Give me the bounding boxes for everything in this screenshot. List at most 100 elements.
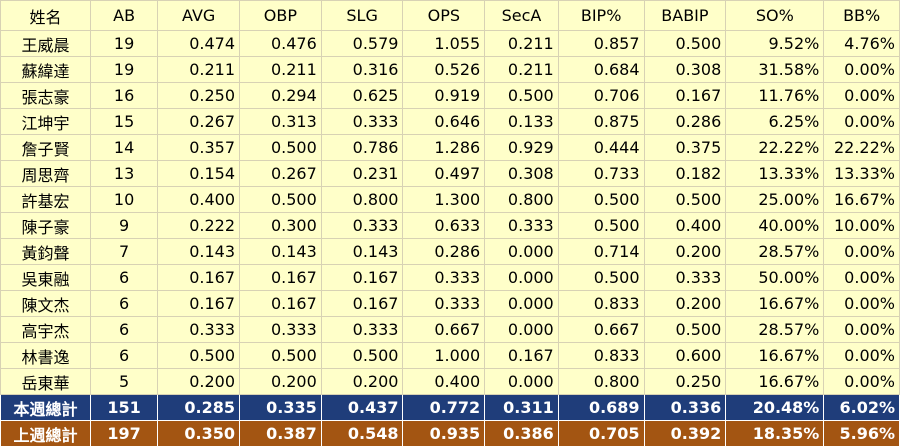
cell-ab: 7 [89,238,159,265]
cell-so: 13.33% [725,160,825,187]
table-row: 張志豪 16 0.250 0.294 0.625 0.919 0.500 0.706 0.167… [0,82,900,109]
cell-bip: 0.684 [557,56,645,83]
total-name: 本週總計 [0,394,91,421]
cell-ops: 0.919 [402,82,486,109]
table-row: 蘇緯達 19 0.211 0.211 0.316 0.526 0.211 0.684 0.308… [0,56,900,83]
cell-ops: 0.286 [402,238,486,265]
cell-slg: 0.800 [320,186,404,213]
table-row: 許基宏 10 0.400 0.500 0.800 1.300 0.800 0.500 0.500… [0,186,900,213]
cell-name: 高宇杰 [0,316,91,343]
cell-babip: 0.250 [643,368,727,395]
cell-so: 25.00% [725,186,825,213]
cell-ab: 16 [89,82,159,109]
total-ab: 197 [89,420,159,447]
table-row: 吳東融 6 0.167 0.167 0.167 0.333 0.000 0.500 0.333 5… [0,264,900,291]
cell-babip: 0.400 [643,212,727,239]
cell-slg: 0.500 [320,342,404,369]
cell-bip: 0.833 [557,290,645,317]
cell-bb: 0.00% [823,342,900,369]
cell-bip: 0.875 [557,108,645,135]
cell-seca: 0.211 [484,30,559,57]
cell-bip: 0.714 [557,238,645,265]
cell-name: 陳文杰 [0,290,91,317]
cell-ab: 19 [89,56,159,83]
cell-ops: 1.300 [402,186,486,213]
cell-slg: 0.579 [320,30,404,57]
cell-babip: 0.200 [643,238,727,265]
cell-obp: 0.294 [239,82,322,109]
cell-obp: 0.500 [239,186,322,213]
player-rows: 王威晨 19 0.474 0.476 0.579 1.055 0.211 0.857 0.500… [0,30,900,395]
cell-babip: 0.167 [643,82,727,109]
cell-name: 岳東華 [0,368,91,395]
header-bb: BB% [823,0,900,31]
cell-ab: 10 [89,186,159,213]
total-bb: 6.02% [823,394,900,421]
cell-ab: 9 [89,212,159,239]
header-so: SO% [725,0,825,31]
cell-so: 31.58% [725,56,825,83]
cell-slg: 0.333 [320,212,404,239]
cell-obp: 0.476 [239,30,322,57]
cell-ab: 14 [89,134,159,161]
cell-bb: 13.33% [823,160,900,187]
cell-bip: 0.667 [557,316,645,343]
table-row: 周思齊 13 0.154 0.267 0.231 0.497 0.308 0.733 0.182… [0,160,900,187]
cell-slg: 0.333 [320,108,404,135]
header-slg: SLG [320,0,404,31]
cell-seca: 0.000 [484,264,559,291]
cell-ops: 1.000 [402,342,486,369]
cell-slg: 0.625 [320,82,404,109]
cell-ab: 6 [89,290,159,317]
cell-seca: 0.500 [484,82,559,109]
cell-seca: 0.000 [484,368,559,395]
cell-so: 28.57% [725,238,825,265]
cell-seca: 0.167 [484,342,559,369]
cell-name: 王威晨 [0,30,91,57]
totals-section: 本週總計 151 0.285 0.335 0.437 0.772 0.311 0… [0,394,900,447]
cell-slg: 0.167 [320,290,404,317]
cell-babip: 0.600 [643,342,727,369]
cell-avg: 0.222 [157,212,241,239]
cell-seca: 0.133 [484,108,559,135]
cell-obp: 0.313 [239,108,322,135]
cell-avg: 0.333 [157,316,241,343]
cell-avg: 0.211 [157,56,241,83]
cell-name: 黃鈞聲 [0,238,91,265]
cell-name: 陳子豪 [0,212,91,239]
total-so: 20.48% [725,394,825,421]
cell-slg: 0.333 [320,316,404,343]
cell-bip: 0.800 [557,368,645,395]
header-row: 姓名 AB AVG OBP SLG OPS SecA BIP% BABIP SO… [0,0,900,31]
cell-slg: 0.200 [320,368,404,395]
cell-seca: 0.929 [484,134,559,161]
cell-bip: 0.500 [557,264,645,291]
cell-obp: 0.167 [239,290,322,317]
cell-ab: 19 [89,30,159,57]
total-ops: 0.772 [402,394,486,421]
cell-avg: 0.143 [157,238,241,265]
cell-name: 林書逸 [0,342,91,369]
cell-bb: 0.00% [823,108,900,135]
cell-bb: 10.00% [823,212,900,239]
cell-babip: 0.500 [643,316,727,343]
cell-ops: 0.497 [402,160,486,187]
cell-bb: 0.00% [823,82,900,109]
cell-so: 9.52% [725,30,825,57]
cell-obp: 0.500 [239,134,322,161]
table-row: 江坤宇 15 0.267 0.313 0.333 0.646 0.133 0.875 0.286… [0,108,900,135]
cell-bb: 0.00% [823,56,900,83]
cell-so: 16.67% [725,342,825,369]
cell-so: 11.76% [725,82,825,109]
total-ab: 151 [89,394,159,421]
cell-obp: 0.143 [239,238,322,265]
table-header: 姓名 AB AVG OBP SLG OPS SecA BIP% BABIP SO… [0,0,900,31]
cell-bip: 0.500 [557,186,645,213]
table-row: 陳文杰 6 0.167 0.167 0.167 0.333 0.000 0.833 0.200 1… [0,290,900,317]
cell-obp: 0.200 [239,368,322,395]
cell-babip: 0.500 [643,30,727,57]
table-row: 王威晨 19 0.474 0.476 0.579 1.055 0.211 0.857 0.500… [0,30,900,57]
cell-name: 周思齊 [0,160,91,187]
table-row: 陳子豪 9 0.222 0.300 0.333 0.633 0.333 0.500 0.400 4… [0,212,900,239]
cell-seca: 0.308 [484,160,559,187]
